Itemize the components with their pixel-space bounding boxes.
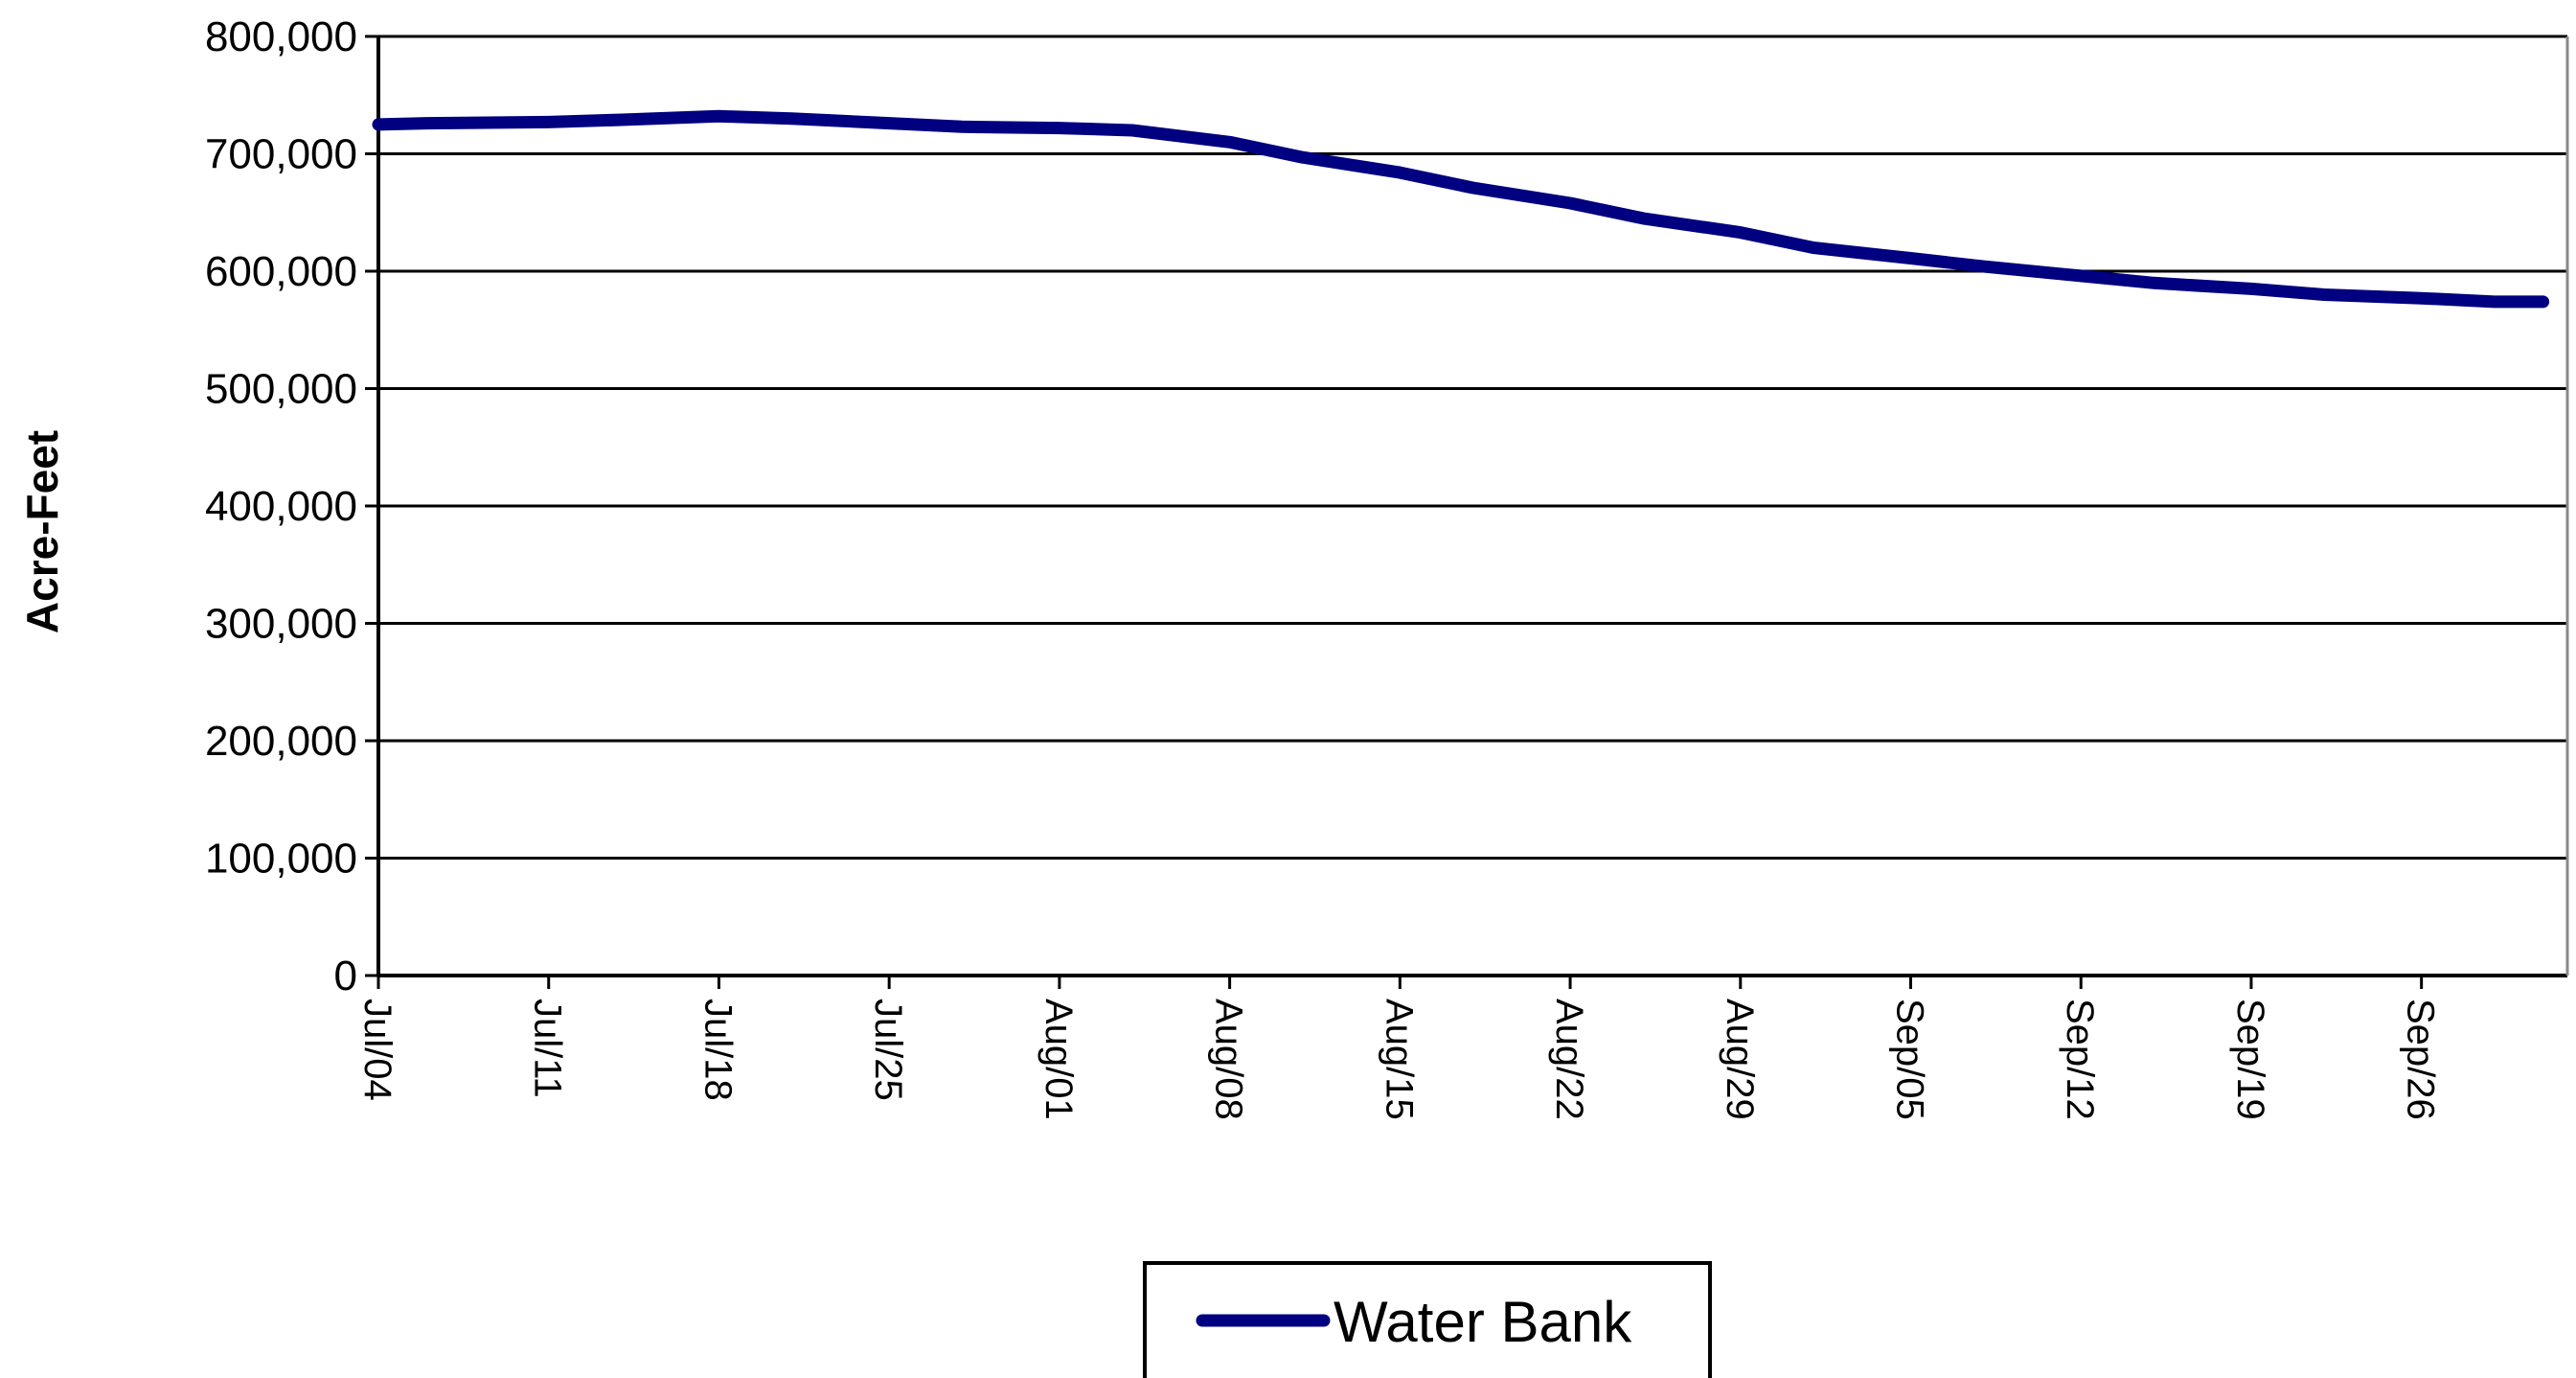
y-axis: 0 100,000 200,000 300,000 400,000 500,000 600,… (205, 13, 378, 999)
y-tick-label: 300,000 (205, 601, 357, 648)
x-tick-label: Aug/29 (1719, 999, 1761, 1120)
y-axis-label: Acre-Feet (17, 430, 67, 633)
x-tick-label: Jul/18 (696, 999, 739, 1101)
series-layer (372, 109, 2550, 309)
y-tick-label: 200,000 (205, 718, 357, 765)
gridlines (378, 34, 2567, 860)
x-tick-label: Jul/04 (356, 999, 399, 1101)
x-tick-label: Jul/25 (867, 999, 909, 1101)
y-tick-label: 0 (334, 953, 357, 999)
series-line-water-bank (372, 109, 2550, 309)
x-tick-label: Sep/12 (2059, 999, 2101, 1120)
y-tick-label: 800,000 (205, 13, 357, 60)
x-tick-label: Jul/11 (527, 999, 569, 1098)
x-tick-label: Aug/22 (1548, 999, 1590, 1120)
x-tick-label: Sep/19 (2229, 999, 2271, 1120)
legend-label-water-bank: Water Bank (1334, 1290, 1632, 1354)
x-tick-label: Aug/01 (1037, 999, 1080, 1120)
legend: Water Bank (1143, 1261, 1712, 1378)
y-tick-label: 500,000 (205, 366, 357, 413)
y-tick-label: 600,000 (205, 248, 357, 295)
x-axis: Jul/04 Jul/11 Jul/18 Jul/25 Aug/01 Aug/08 Aug/… (356, 976, 2442, 1120)
y-tick-label: 400,000 (205, 483, 357, 530)
x-tick-label: Aug/08 (1208, 999, 1250, 1120)
x-tick-label: Sep/05 (1889, 999, 1931, 1120)
x-tick-label: Aug/15 (1378, 999, 1420, 1120)
y-tick-label: 700,000 (205, 131, 357, 178)
y-tick-label: 100,000 (205, 836, 357, 883)
x-tick-label: Sep/26 (2400, 999, 2442, 1120)
